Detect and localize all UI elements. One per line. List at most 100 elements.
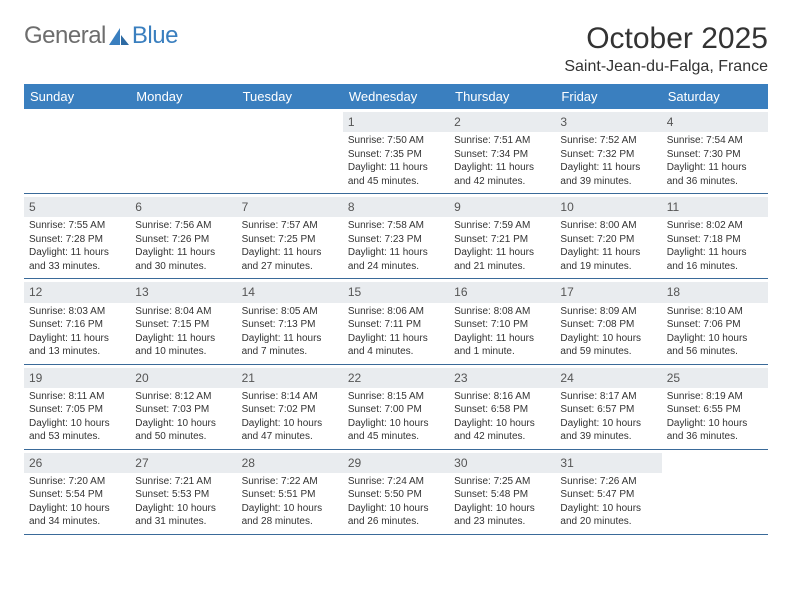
day-cell: 19Sunrise: 8:11 AMSunset: 7:05 PMDayligh… xyxy=(24,365,130,449)
day-cell: 31Sunrise: 7:26 AMSunset: 5:47 PMDayligh… xyxy=(555,450,661,534)
day-info-line: and 39 minutes. xyxy=(560,430,656,444)
day-info-line: Daylight: 10 hours xyxy=(29,417,125,431)
day-info-line: Daylight: 11 hours xyxy=(29,332,125,346)
day-info-line: Daylight: 11 hours xyxy=(135,246,231,260)
day-number: 10 xyxy=(555,197,661,217)
day-info-line: Sunrise: 8:03 AM xyxy=(29,305,125,319)
day-info-line: and 39 minutes. xyxy=(560,175,656,189)
day-info-line: and 1 minute. xyxy=(454,345,550,359)
day-info-line: and 19 minutes. xyxy=(560,260,656,274)
day-info-line: Daylight: 10 hours xyxy=(667,417,763,431)
day-info-line: Sunset: 7:34 PM xyxy=(454,148,550,162)
day-info-line: and 4 minutes. xyxy=(348,345,444,359)
day-info-line: and 27 minutes. xyxy=(242,260,338,274)
day-info-line: Sunset: 7:18 PM xyxy=(667,233,763,247)
day-cell: 2Sunrise: 7:51 AMSunset: 7:34 PMDaylight… xyxy=(449,109,555,193)
day-cell: 27Sunrise: 7:21 AMSunset: 5:53 PMDayligh… xyxy=(130,450,236,534)
day-info-line: Sunrise: 7:55 AM xyxy=(29,219,125,233)
day-info-line: Sunrise: 8:08 AM xyxy=(454,305,550,319)
day-info-line: Daylight: 11 hours xyxy=(454,332,550,346)
day-number: 21 xyxy=(237,368,343,388)
dow-cell: Wednesday xyxy=(343,84,449,109)
day-cell: 17Sunrise: 8:09 AMSunset: 7:08 PMDayligh… xyxy=(555,279,661,363)
week-row: 5 Sunrise: 7:55 AMSunset: 7:28 PM Daylight… xyxy=(24,194,768,279)
day-info-line: Sunset: 7:15 PM xyxy=(135,318,231,332)
day-info-line: Daylight: 11 hours xyxy=(348,161,444,175)
day-cell: 13Sunrise: 8:04 AMSunset: 7:15 PMDayligh… xyxy=(130,279,236,363)
day-info-line: Daylight: 10 hours xyxy=(454,502,550,516)
day-info-line: Sunrise: 8:12 AM xyxy=(135,390,231,404)
day-info-line: Sunrise: 7:56 AM xyxy=(135,219,231,233)
day-cell xyxy=(237,109,343,193)
day-info-line: and 59 minutes. xyxy=(560,345,656,359)
day-info-line: Sunrise: 7:24 AM xyxy=(348,475,444,489)
day-info-line: Sunrise: 7:57 AM xyxy=(242,219,338,233)
dow-cell: Sunday xyxy=(24,84,130,109)
day-info-line: and 53 minutes. xyxy=(29,430,125,444)
day-number: 5 xyxy=(24,197,130,217)
month-title: October 2025 xyxy=(564,22,768,56)
day-cell: 26Sunrise: 7:20 AMSunset: 5:54 PMDayligh… xyxy=(24,450,130,534)
day-info-line: and 30 minutes. xyxy=(135,260,231,274)
day-cell: 25Sunrise: 8:19 AMSunset: 6:55 PMDayligh… xyxy=(662,365,768,449)
day-info-line: Sunrise: 7:52 AM xyxy=(560,134,656,148)
dow-cell: Monday xyxy=(130,84,236,109)
day-number: 13 xyxy=(130,282,236,302)
day-cell: 8Sunrise: 7:58 AMSunset: 7:23 PMDaylight… xyxy=(343,194,449,278)
day-info-line: and 42 minutes. xyxy=(454,175,550,189)
day-info-line: Sunset: 7:08 PM xyxy=(560,318,656,332)
day-info-line: Sunset: 7:21 PM xyxy=(454,233,550,247)
day-info-line: Daylight: 11 hours xyxy=(560,161,656,175)
day-info-line: Sunset: 7:05 PM xyxy=(29,403,125,417)
day-number: 9 xyxy=(449,197,555,217)
day-info-line: Sunset: 7:11 PM xyxy=(348,318,444,332)
day-number: 18 xyxy=(662,282,768,302)
day-info-line: Daylight: 11 hours xyxy=(348,332,444,346)
day-info-line: Sunrise: 8:15 AM xyxy=(348,390,444,404)
day-info-line: Daylight: 10 hours xyxy=(348,417,444,431)
day-number: 20 xyxy=(130,368,236,388)
day-info-line: Sunset: 7:10 PM xyxy=(454,318,550,332)
day-cell: 15Sunrise: 8:06 AMSunset: 7:11 PMDayligh… xyxy=(343,279,449,363)
day-info-line: Sunset: 7:30 PM xyxy=(667,148,763,162)
day-info-line: Daylight: 11 hours xyxy=(242,246,338,260)
week-row: 12Sunrise: 8:03 AMSunset: 7:16 PMDayligh… xyxy=(24,279,768,364)
day-info-line: Sunrise: 8:17 AM xyxy=(560,390,656,404)
title-block: October 2025 Saint-Jean-du-Falga, France xyxy=(564,22,768,76)
page-header: General Blue October 2025 Saint-Jean-du-… xyxy=(24,22,768,76)
day-info-line: and 26 minutes. xyxy=(348,515,444,529)
day-cell: 30Sunrise: 7:25 AMSunset: 5:48 PMDayligh… xyxy=(449,450,555,534)
day-info-line: Daylight: 11 hours xyxy=(348,246,444,260)
day-cell: 7Sunrise: 7:57 AMSunset: 7:25 PMDaylight… xyxy=(237,194,343,278)
day-info-line: Sunset: 7:25 PM xyxy=(242,233,338,247)
brand-text-1: General xyxy=(24,22,106,50)
day-info-line: Daylight: 10 hours xyxy=(29,502,125,516)
day-number: 3 xyxy=(555,112,661,132)
brand-text-2: Blue xyxy=(132,22,178,50)
brand-logo: General Blue xyxy=(24,22,178,50)
day-info-line: Sunrise: 7:51 AM xyxy=(454,134,550,148)
day-info-line: Sunset: 6:57 PM xyxy=(560,403,656,417)
day-number: 6 xyxy=(130,197,236,217)
week-row: 1Sunrise: 7:50 AMSunset: 7:35 PMDaylight… xyxy=(24,109,768,194)
day-number: 11 xyxy=(662,197,768,217)
day-info-line: Sunrise: 8:14 AM xyxy=(242,390,338,404)
day-info-line: and 47 minutes. xyxy=(242,430,338,444)
day-info-line: Sunset: 7:23 PM xyxy=(348,233,444,247)
day-info-line: Sunset: 7:28 PM xyxy=(29,233,125,247)
day-info-line: Sunset: 7:26 PM xyxy=(135,233,231,247)
brand-sail-icon xyxy=(109,28,129,46)
day-info-line: Sunrise: 7:58 AM xyxy=(348,219,444,233)
day-info-line: Daylight: 11 hours xyxy=(667,161,763,175)
day-info-line: Sunrise: 8:10 AM xyxy=(667,305,763,319)
day-info-line: Sunset: 7:16 PM xyxy=(29,318,125,332)
dow-cell: Thursday xyxy=(449,84,555,109)
day-info-line: Daylight: 10 hours xyxy=(348,502,444,516)
calendar-page: General Blue October 2025 Saint-Jean-du-… xyxy=(0,0,792,547)
day-cell: 16Sunrise: 8:08 AMSunset: 7:10 PMDayligh… xyxy=(449,279,555,363)
day-info-line: Sunrise: 7:54 AM xyxy=(667,134,763,148)
day-number: 1 xyxy=(343,112,449,132)
day-info-line: Sunset: 7:00 PM xyxy=(348,403,444,417)
day-info-line: Sunrise: 7:50 AM xyxy=(348,134,444,148)
weeks-container: 1Sunrise: 7:50 AMSunset: 7:35 PMDaylight… xyxy=(24,109,768,535)
